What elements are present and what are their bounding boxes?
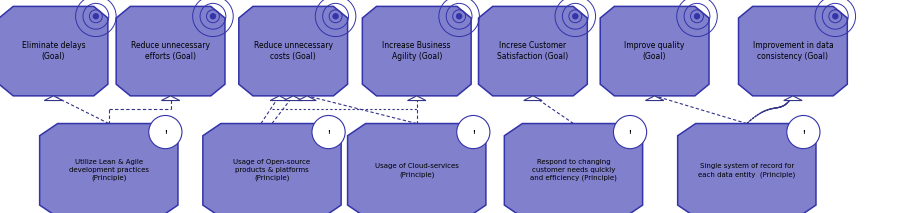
Text: Increse Customer
Satisfaction (Goal): Increse Customer Satisfaction (Goal) — [497, 41, 569, 61]
Polygon shape — [203, 124, 341, 213]
Polygon shape — [44, 96, 63, 101]
Text: Increase Business
Agility (Goal): Increase Business Agility (Goal) — [383, 41, 451, 61]
Text: Respond to changing
customer needs quickly
and efficiency (Principle): Respond to changing customer needs quick… — [530, 159, 617, 181]
Polygon shape — [408, 96, 426, 101]
Ellipse shape — [693, 13, 700, 20]
Polygon shape — [678, 124, 816, 213]
Text: !: ! — [472, 130, 475, 135]
Polygon shape — [479, 6, 587, 96]
Ellipse shape — [455, 13, 462, 20]
Ellipse shape — [92, 13, 99, 20]
Polygon shape — [239, 6, 348, 96]
Polygon shape — [645, 96, 664, 101]
Text: Usage of Cloud-services
(Principle): Usage of Cloud-services (Principle) — [375, 163, 458, 177]
Ellipse shape — [613, 115, 646, 149]
Polygon shape — [600, 6, 709, 96]
Polygon shape — [524, 96, 542, 101]
Text: !: ! — [327, 130, 330, 135]
Ellipse shape — [786, 115, 820, 149]
Polygon shape — [504, 124, 643, 213]
Text: Eliminate delays
(Goal): Eliminate delays (Goal) — [21, 41, 86, 61]
Text: Single system of record for
each data entity  (Principle): Single system of record for each data en… — [698, 163, 796, 177]
Text: !: ! — [164, 130, 167, 135]
Polygon shape — [40, 124, 178, 213]
Polygon shape — [348, 124, 486, 213]
Ellipse shape — [572, 13, 578, 20]
Polygon shape — [284, 96, 302, 101]
Text: Usage of Open-source
products & platforms
(Principle): Usage of Open-source products & platform… — [233, 159, 311, 181]
Polygon shape — [116, 6, 225, 96]
Ellipse shape — [332, 13, 338, 20]
Polygon shape — [161, 96, 180, 101]
Ellipse shape — [456, 115, 490, 149]
Text: Utilize Lean & Agile
development practices
(Principle): Utilize Lean & Agile development practic… — [69, 159, 148, 181]
Text: Improvement in data
consistency (Goal): Improvement in data consistency (Goal) — [752, 41, 833, 61]
Ellipse shape — [209, 13, 216, 20]
Text: !: ! — [802, 130, 805, 135]
Polygon shape — [0, 6, 108, 96]
Polygon shape — [784, 96, 802, 101]
Ellipse shape — [312, 115, 345, 149]
Text: Reduce unnecessary
costs (Goal): Reduce unnecessary costs (Goal) — [254, 41, 333, 61]
Polygon shape — [298, 96, 316, 101]
Text: Reduce unnecessary
efforts (Goal): Reduce unnecessary efforts (Goal) — [131, 41, 210, 61]
Ellipse shape — [148, 115, 182, 149]
Ellipse shape — [832, 13, 838, 20]
Text: Improve quality
(Goal): Improve quality (Goal) — [624, 41, 685, 61]
Polygon shape — [362, 6, 471, 96]
Polygon shape — [739, 6, 847, 96]
Polygon shape — [270, 96, 289, 101]
Text: !: ! — [629, 130, 632, 135]
